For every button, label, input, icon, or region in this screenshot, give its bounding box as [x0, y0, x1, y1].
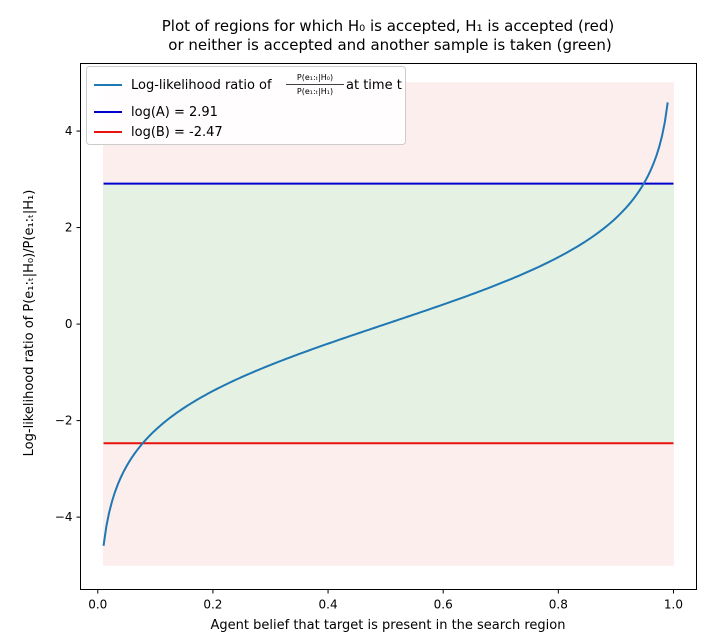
legend-curve-prefix: Log-likelihood ratio of	[131, 78, 272, 93]
plot-area	[102, 82, 674, 566]
y-tick-label-3: 2	[65, 221, 73, 235]
y-tick-label-1: −2	[55, 414, 73, 428]
legend-curve-frac-den: P(e₁:ₜ|H₁)	[297, 87, 333, 96]
axes-frame	[80, 63, 697, 590]
x-tick-label-4: 0.8	[549, 598, 568, 612]
x-tick-label-3: 0.6	[434, 598, 453, 612]
region-0	[103, 442, 674, 566]
x-tick-label-0: 0.0	[88, 598, 107, 612]
legend-logB-label: log(B) = -2.47	[131, 125, 223, 140]
x-tick-label-2: 0.4	[319, 598, 338, 612]
y-tick-label-4: 4	[65, 124, 73, 138]
ticks: 0.0 0.2 0.4 0.6 0.8 1.0 −4 −2 0 2 4	[55, 124, 683, 611]
legend-curve-frac-num: P(e₁:ₜ|H₀)	[297, 73, 333, 82]
chart-title-line1: Plot of regions for which H₀ is accepted…	[162, 17, 615, 35]
x-tick-label-1: 0.2	[203, 598, 222, 612]
x-tick-label-5: 1.0	[664, 598, 683, 612]
chart-title-line2: or neither is accepted and another sampl…	[168, 36, 611, 54]
y-axis-label: Log-likelihood ratio of P(e₁:ₜ|H₀)/P(e₁:…	[22, 190, 37, 457]
legend: Log-likelihood ratio of P(e₁:ₜ|H₀) P(e₁:…	[86, 66, 406, 145]
log-likelihood-curve	[102, 102, 669, 546]
y-tick-label-2: 0	[65, 317, 73, 331]
legend-box	[86, 66, 406, 145]
y-tick-label-0: −4	[55, 510, 73, 524]
legend-curve-suffix: at time t	[346, 78, 402, 93]
x-axis-label: Agent belief that target is present in t…	[211, 618, 566, 633]
legend-logA-label: log(A) = 2.91	[131, 105, 218, 120]
